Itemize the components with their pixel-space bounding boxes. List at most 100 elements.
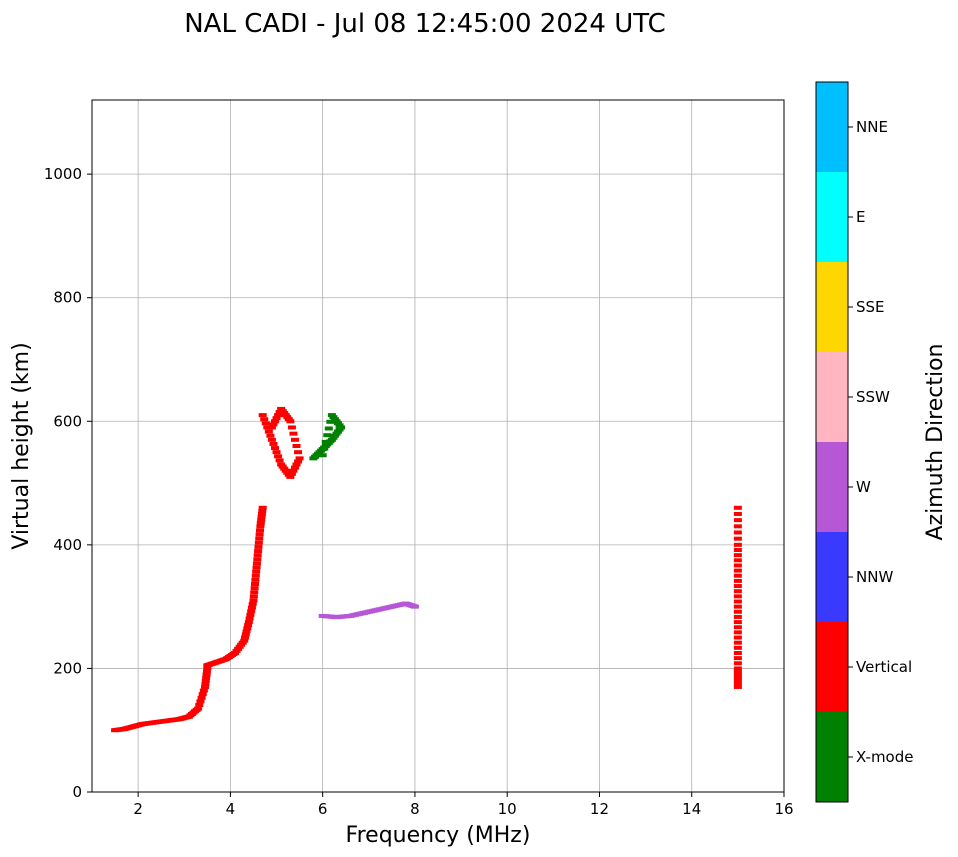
echo-mark [277, 406, 286, 411]
echo-mark [249, 594, 258, 599]
echo-mark [294, 450, 303, 455]
echo-mark [733, 584, 742, 589]
colorbar-segment [816, 172, 848, 262]
echo-mark [243, 626, 252, 631]
echo-mark [272, 450, 281, 455]
echo-mark [234, 646, 243, 651]
echo-mark [253, 553, 262, 558]
colorbar-segment [816, 712, 848, 802]
echo-mark [266, 433, 275, 438]
echo-mark [733, 666, 742, 671]
echo-mark [249, 598, 258, 603]
colorbar-tick-label: SSE [856, 298, 885, 316]
echo-mark [323, 433, 332, 438]
echo-mark [194, 706, 203, 711]
echo-mark [196, 699, 205, 704]
x-tick-label: 14 [682, 800, 701, 818]
echo-mark [255, 536, 264, 541]
echo-mark [258, 505, 267, 510]
echo-mark [257, 515, 266, 520]
echo-mark [286, 419, 295, 424]
echo-mark [284, 417, 293, 422]
colorbar-segment [816, 82, 848, 172]
echo-mark [238, 640, 247, 645]
echo-mark [289, 468, 298, 473]
x-tick-label: 6 [318, 800, 328, 818]
echo-mark [247, 605, 256, 610]
echo-mark [274, 454, 283, 459]
colorbar-segment [816, 442, 848, 532]
echo-mark [256, 521, 265, 526]
echo-mark [275, 410, 284, 415]
echo-mark [281, 468, 290, 473]
y-tick-label: 600 [53, 412, 82, 430]
echo-mark [335, 423, 344, 428]
echo-mark [269, 422, 278, 427]
echo-mark [283, 470, 292, 475]
echo-mark [332, 431, 341, 436]
echo-mark [199, 688, 208, 693]
colorbar-tick-label: X-mode [856, 748, 913, 766]
echo-mark [292, 462, 301, 467]
y-tick-label: 800 [53, 289, 82, 307]
echo-mark [203, 666, 212, 671]
echo-mark [261, 421, 270, 426]
echo-mark [733, 681, 742, 686]
echo-mark [733, 511, 742, 516]
echo-mark [733, 620, 742, 625]
echo-mark [250, 586, 259, 591]
echo-mark [267, 425, 276, 430]
echo-mark [248, 602, 257, 607]
echo-mark [287, 425, 296, 430]
echo-mark [733, 518, 742, 523]
echo-mark [733, 614, 742, 619]
x-tick-label: 10 [498, 800, 517, 818]
echo-mark [733, 558, 742, 563]
echo-mark [334, 429, 343, 434]
echo-mark [733, 635, 742, 640]
echo-mark [733, 645, 742, 650]
echo-mark [241, 635, 250, 640]
echo-mark [251, 573, 260, 578]
x-tick-label: 2 [133, 800, 143, 818]
echo-mark [290, 465, 299, 470]
colorbar-segment [816, 262, 848, 352]
x-tick-label: 4 [226, 800, 236, 818]
colorbar-tick-label: SSW [856, 388, 890, 406]
x-tick-label: 16 [774, 800, 793, 818]
echo-mark [733, 656, 742, 661]
echo-mark [253, 557, 262, 562]
echo-mark [733, 675, 742, 680]
echo-mark [289, 431, 298, 436]
colorbar-tick-label: E [856, 208, 865, 226]
echo-mark [733, 599, 742, 604]
x-tick-label: 8 [410, 800, 420, 818]
echo-mark [202, 669, 211, 674]
echo-mark [733, 625, 742, 630]
echo-mark [733, 573, 742, 578]
echo-mark [258, 508, 267, 513]
data-marks [111, 406, 742, 733]
echo-mark [329, 415, 338, 420]
y-tick-label: 200 [53, 659, 82, 677]
echo-mark [269, 441, 278, 446]
echo-mark [733, 678, 742, 683]
echo-mark [733, 609, 742, 614]
echo-mark [733, 604, 742, 609]
echo-mark [246, 612, 255, 617]
echo-mark [733, 578, 742, 583]
echo-mark [733, 589, 742, 594]
echo-mark [232, 648, 241, 653]
echo-mark [260, 417, 269, 422]
echo-mark [270, 419, 279, 424]
echo-mark [733, 536, 742, 541]
colorbar: X-mode Vertical NNW W SSW SSE E NNE [815, 81, 913, 803]
echo-mark [733, 594, 742, 599]
echo-mark [283, 415, 292, 420]
echo-mark [280, 411, 289, 416]
echo-mark [733, 661, 742, 666]
y-tick-label: 400 [53, 536, 82, 554]
echo-mark [277, 462, 286, 467]
echo-mark [201, 684, 210, 689]
plot-frame [91, 99, 785, 793]
